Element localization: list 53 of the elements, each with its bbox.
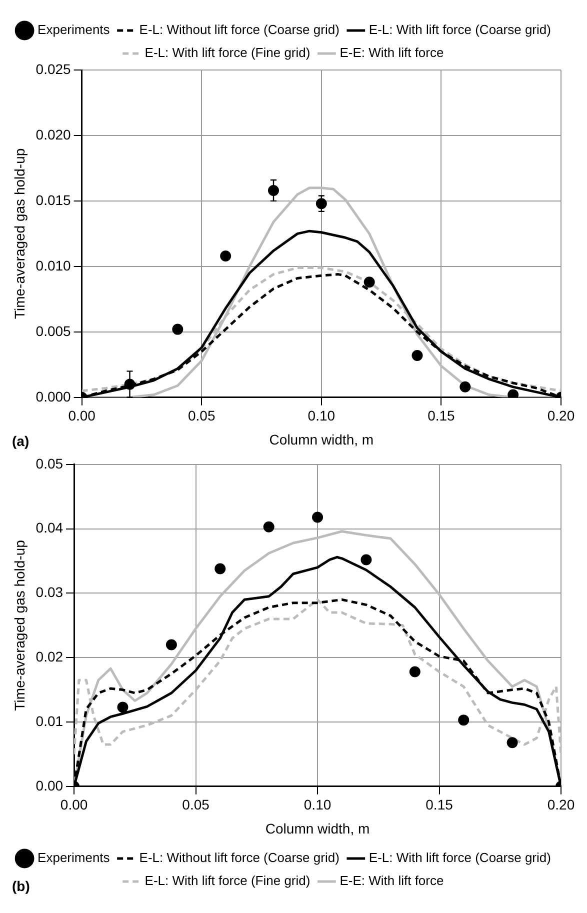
legend-label: E-L: Without lift force (Coarse grid) [139,850,340,866]
legend-label: E-L: With lift force (Fine grid) [144,45,310,60]
point [166,639,177,650]
point [458,714,470,726]
x-tick-label: 0.05 [188,408,216,424]
x-axis-title: Column width, m [269,431,374,448]
point [117,702,128,713]
x-tick-label: 0.10 [308,408,336,424]
point [506,737,518,748]
y-tick-label: 0.04 [36,520,64,536]
x-tick-label: 0.00 [68,408,96,424]
y-axis-title: Time-averaged gas hold-up [11,148,28,320]
y-tick-label: 0.00 [36,777,64,794]
point [412,350,423,361]
point [460,381,471,392]
legend-label: E-L: With lift force (Fine grid) [144,873,310,888]
point [220,250,232,262]
y-tick-label: 0.025 [36,60,72,77]
y-axis-title: Time-averaged gas hold-up [11,540,28,711]
x-tick-label: 0.15 [426,796,454,813]
text: (b) [12,878,30,894]
y-tick-label: 0.020 [36,126,72,142]
x-axis-title: Column width, m [265,820,370,836]
y-tick-label: 0.000 [36,388,72,404]
x-tick-label: 0.20 [547,408,575,424]
point [214,563,226,574]
text: (a) [12,432,30,449]
point [263,521,274,532]
point [360,554,372,566]
legend-label: Experiments [38,22,110,38]
y-tick-label: 0.03 [36,584,64,600]
y-tick-label: 0.01 [36,712,64,729]
y-tick-label: 0.02 [36,648,64,664]
y-tick-label: 0.015 [36,192,72,208]
legend-label: Experiments [38,850,110,866]
point [172,324,184,335]
x-tick-label: 0.05 [182,796,210,813]
point [364,276,375,288]
y-tick-label: 0.010 [36,257,72,274]
x-tick-label: 0.10 [304,796,332,813]
legend-label: E-E: With lift force [340,45,444,60]
point [316,198,327,210]
legend-label: E-E: With lift force [340,873,444,888]
y-tick-label: 0.05 [36,455,64,472]
legend-label: E-L: With lift force (Coarse grid) [368,850,551,866]
legend-label: E-L: With lift force (Coarse grid) [368,22,551,38]
x-tick-label: 0.00 [60,796,88,813]
point [312,512,324,523]
point [409,666,420,678]
y-tick-label: 0.005 [36,322,72,339]
x-tick-label: 0.15 [428,408,456,424]
legend-label: E-L: Without lift force (Coarse grid) [139,22,340,38]
x-tick-label: 0.20 [547,796,575,813]
